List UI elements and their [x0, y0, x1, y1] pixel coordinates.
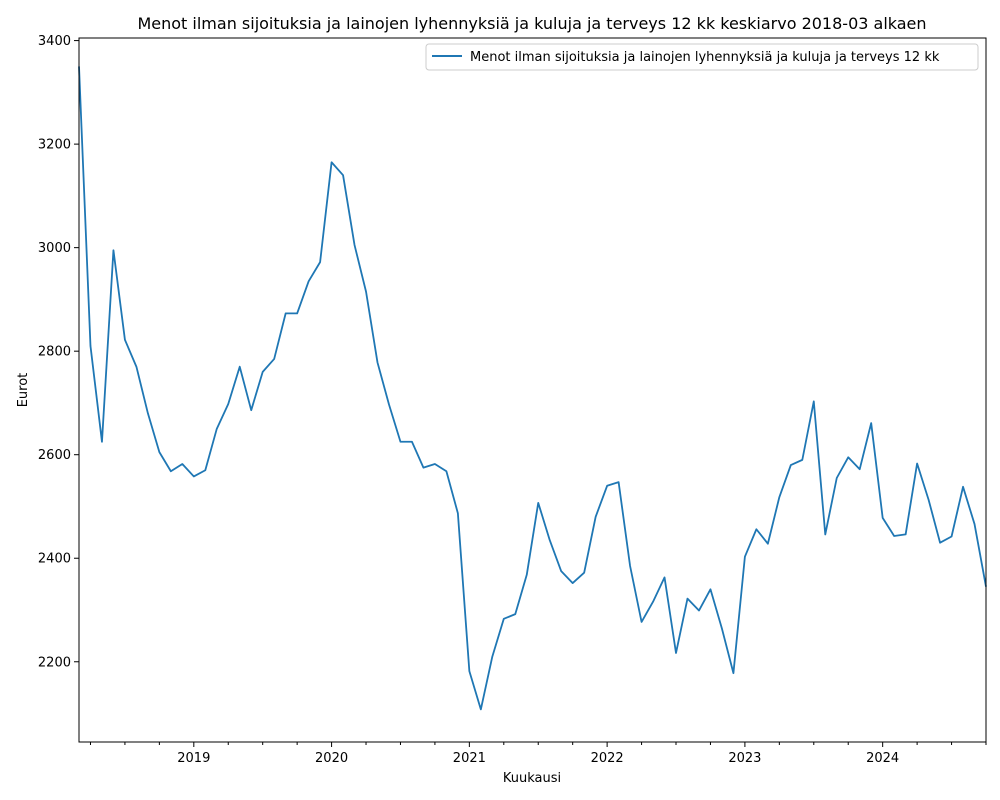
- x-tick-label: 2021: [453, 751, 486, 766]
- x-tick-label: 2023: [728, 751, 761, 766]
- y-axis-ticks: 2200 2400 2600 2800 3000 3200 3400: [38, 34, 79, 670]
- plot-frame: [78, 37, 987, 743]
- y-axis-label: Eurot: [16, 373, 31, 408]
- legend: Menot ilman sijoituksia ja lainojen lyhe…: [425, 43, 979, 71]
- legend-label: Menot ilman sijoituksia ja lainojen lyhe…: [470, 50, 940, 65]
- y-tick-label: 3200: [38, 138, 71, 153]
- y-tick-label: 3000: [38, 241, 71, 256]
- plot-area: [79, 38, 986, 742]
- series-group: [78, 66, 987, 711]
- y-tick-label: 2800: [38, 345, 71, 360]
- x-tick-label: 2022: [591, 751, 624, 766]
- x-tick-label: 2024: [866, 751, 899, 766]
- x-axis-ticks: 2019 2020 2021 2022 2023 2024: [89, 742, 987, 766]
- y-tick-label: 2200: [38, 655, 71, 670]
- legend-box: [425, 43, 979, 71]
- x-tick-label: 2019: [177, 751, 210, 766]
- x-axis-label: Kuukausi: [503, 771, 561, 786]
- y-tick-label: 3400: [38, 34, 71, 49]
- series-line: [78, 66, 987, 711]
- x-tick-label: 2020: [315, 751, 348, 766]
- chart-title: Menot ilman sijoituksia ja lainojen lyhe…: [137, 14, 926, 33]
- y-tick-label: 2400: [38, 552, 71, 567]
- y-tick-label: 2600: [38, 448, 71, 463]
